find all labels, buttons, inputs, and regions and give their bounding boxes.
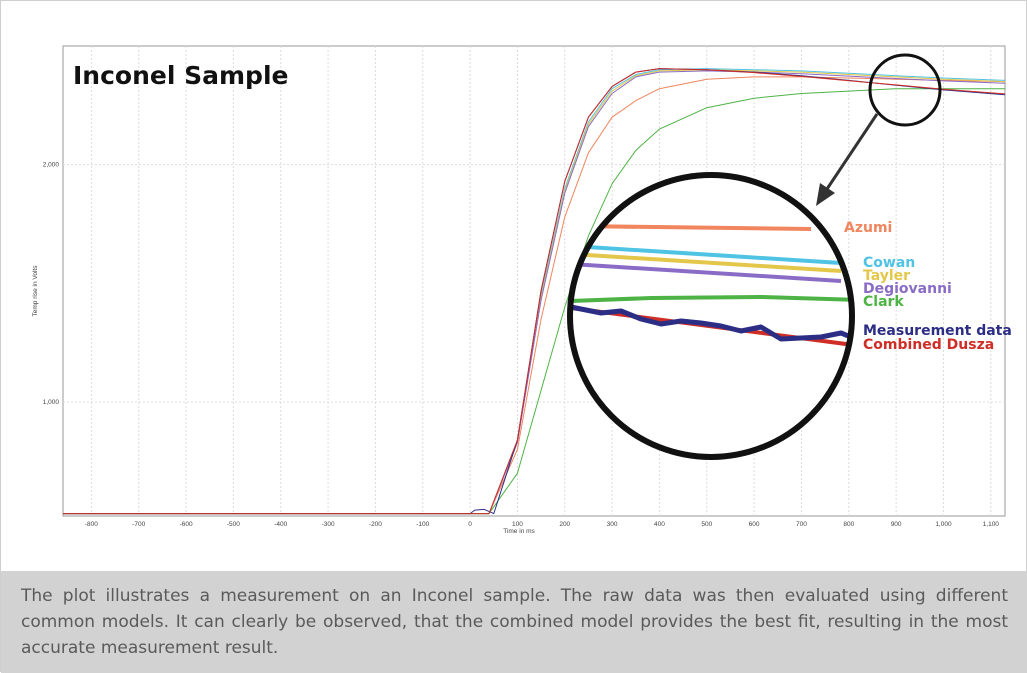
x-tick-label: -100 xyxy=(416,521,429,528)
caption-text: The plot illustrates a measurement on an… xyxy=(1,571,1027,673)
zoom-arrow-head xyxy=(816,183,835,206)
chart-title: Inconel Sample xyxy=(73,61,288,90)
y-axis-label: Temp rise in Volts xyxy=(32,265,39,317)
series-line-clark xyxy=(63,88,1005,515)
x-tick-label: -500 xyxy=(227,521,240,528)
zoom-inset-circle xyxy=(567,172,855,460)
x-tick-label: 600 xyxy=(749,521,760,528)
zoom-source-circle xyxy=(868,53,942,127)
y-tick-label: 1,000 xyxy=(43,399,60,406)
x-axis-label: Time in ms xyxy=(503,528,535,535)
inset-label-combined-dusza: Combined Dusza xyxy=(863,337,994,353)
x-tick-label: 800 xyxy=(843,521,854,528)
x-tick-label: 300 xyxy=(607,521,618,528)
zoom-inset-circle-bg xyxy=(570,175,852,457)
inset-label-clark: Clark xyxy=(863,294,904,310)
inset-line-clark xyxy=(570,295,852,303)
x-tick-label: 700 xyxy=(796,521,807,528)
x-tick-label: -700 xyxy=(132,521,145,528)
x-tick-label: -200 xyxy=(369,521,382,528)
x-tick-label: 200 xyxy=(559,521,570,528)
x-tick-label: 1,000 xyxy=(935,521,952,528)
inset-line-degiovanni xyxy=(570,262,842,283)
inset-label-degiovanni: Degiovanni xyxy=(863,281,952,297)
inset-label-azumi: Azumi xyxy=(844,220,892,236)
zoom-inset-lines xyxy=(570,224,852,348)
inset-label-cowan: Cowan xyxy=(863,255,915,271)
x-tick-label: -600 xyxy=(180,521,193,528)
x-tick-label: 400 xyxy=(654,521,665,528)
y-tick-label: 2,000 xyxy=(43,162,60,169)
x-tick-label: -400 xyxy=(274,521,287,528)
series-line-combined-dusza xyxy=(63,68,1006,515)
x-tick-label: 1,100 xyxy=(983,521,1000,528)
inset-label-measurement-data: Measurement data xyxy=(863,323,1012,339)
grid xyxy=(63,46,1005,516)
inset-line-azumi xyxy=(570,224,812,231)
x-tick-label: 0 xyxy=(468,521,472,528)
inset-line-measurement-data xyxy=(570,304,852,344)
x-tick-label: -800 xyxy=(85,521,98,528)
x-tick-label: 100 xyxy=(512,521,523,528)
inset-label-tayler: Tayler xyxy=(863,268,910,284)
x-tick-label: -300 xyxy=(322,521,335,528)
x-tick-label: 900 xyxy=(891,521,902,528)
series-line-degiovanni xyxy=(63,70,1006,515)
x-tick-labels: -800 -700 -600 -500 -400 -300 -200 -100 0 100 200 3… xyxy=(85,521,999,528)
y-tick-labels: 1,000 2,000 xyxy=(43,162,60,406)
series-lines xyxy=(63,68,1006,515)
zoom-arrow-line xyxy=(825,113,879,190)
inset-line-tayler xyxy=(570,252,842,273)
x-tick-label: 500 xyxy=(701,521,712,528)
chart: -800 -700 -600 -500 -400 -300 -200 -100 0 100 200 3… xyxy=(32,45,1012,535)
inset-line-cowan xyxy=(570,244,842,265)
